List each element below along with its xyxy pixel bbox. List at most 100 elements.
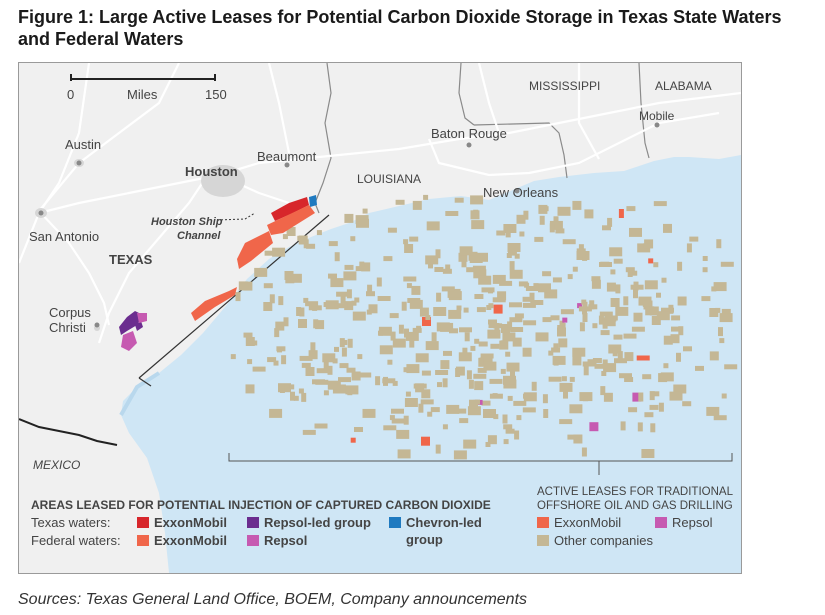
lease-block: [522, 347, 532, 357]
lease-block: [576, 248, 586, 258]
lease-block: [578, 244, 584, 250]
lease-block: [552, 355, 566, 365]
lease-block: [428, 263, 433, 269]
lease-block: [397, 449, 411, 459]
lease-block: [487, 435, 497, 445]
lease-block: [470, 195, 484, 205]
lease-block: [624, 377, 634, 382]
lease-block: [538, 204, 548, 214]
lease-block: [283, 317, 289, 327]
lease-block: [721, 393, 727, 399]
lease-block: [492, 297, 506, 303]
lease-block: [633, 281, 639, 291]
label-san-antonio: San Antonio: [29, 229, 99, 244]
lease-block: [644, 280, 658, 290]
lease-block: [252, 366, 266, 372]
lease-block: [473, 373, 487, 379]
lease-block: [443, 350, 452, 356]
lease-block: [338, 377, 351, 383]
lease-block: [243, 332, 253, 338]
lease-block: [440, 322, 454, 332]
lease-block: [562, 239, 576, 245]
lease-block: [539, 215, 545, 225]
lease-block: [296, 307, 302, 316]
lease-block: [644, 412, 654, 418]
ship-channel-leader: [216, 212, 256, 221]
lease-block: [488, 323, 498, 329]
lease-block: [610, 269, 616, 275]
lease-block: [445, 211, 459, 216]
lease-block: [561, 376, 567, 382]
lease-block: [560, 309, 574, 315]
federal-waters-boundary: [138, 214, 330, 379]
lease-block: [412, 327, 422, 333]
lease-block: [404, 398, 418, 407]
lease-block: [430, 407, 440, 413]
lease-block: [288, 273, 302, 283]
lease-block: [643, 243, 653, 249]
lease-block: [293, 395, 299, 401]
lease-block: [355, 266, 369, 272]
lease-block: [548, 376, 562, 382]
legend-tx-chevron-2: group: [406, 532, 443, 547]
label-mobile: Mobile: [639, 109, 675, 123]
lease-block: [375, 376, 381, 386]
legend-swatch-oil-exxon: [537, 517, 549, 528]
lease-block: [637, 422, 643, 432]
lease-block: [235, 292, 241, 302]
legend-swatch-fed-exxon: [137, 535, 149, 546]
lease-block: [507, 243, 521, 252]
lease-block: [466, 370, 472, 380]
lease-block: [591, 279, 601, 289]
lease-block: [569, 404, 583, 414]
legend-oil-heading-1: ACTIVE LEASES FOR TRADITIONAL: [537, 486, 734, 498]
la-ms-border: [473, 122, 568, 179]
scale-unit: Miles: [127, 87, 158, 102]
lease-block: [670, 334, 680, 344]
lease-block: [425, 341, 439, 351]
lease-block: [344, 301, 354, 311]
label-texas: TEXAS: [109, 252, 153, 267]
lease-block: [316, 230, 322, 236]
houston-urban-area: [201, 165, 245, 197]
lease-block: [378, 326, 392, 336]
lease-block: [351, 371, 361, 381]
lease-block: [613, 334, 623, 340]
lease-block: [303, 297, 309, 303]
lease-block: [562, 317, 568, 323]
lease-block: [522, 407, 536, 413]
lease-block: [302, 429, 316, 435]
lease-block: [624, 352, 634, 362]
lease-block: [627, 268, 633, 277]
lease-block: [535, 332, 549, 342]
sources-note: Sources: Texas General Land Office, BOEM…: [18, 591, 528, 608]
lease-block: [584, 209, 594, 219]
lease-block: [299, 307, 305, 317]
lease-block: [425, 315, 431, 320]
lease-block: [522, 302, 536, 308]
lease-block: [629, 227, 642, 237]
lease-block: [516, 415, 522, 421]
lease-block: [509, 317, 523, 323]
lease-block: [523, 320, 537, 326]
lease-block: [493, 414, 499, 420]
lease-block: [485, 442, 491, 447]
lease-block: [344, 264, 354, 270]
lease-block: [620, 421, 626, 431]
lease-block: [481, 400, 491, 406]
legend-tx-chevron-1: Chevron-led: [406, 515, 482, 530]
lease-block: [459, 327, 472, 333]
lease-block: [683, 346, 692, 352]
lease-block: [602, 359, 608, 365]
lease-block: [357, 354, 363, 360]
lease-block: [436, 292, 442, 302]
lease-block: [651, 316, 661, 325]
lease-block: [653, 262, 659, 268]
lease-block: [391, 418, 405, 424]
lease-block: [494, 323, 500, 332]
lease-block: [238, 281, 248, 291]
lease-block: [523, 393, 532, 399]
lease-block: [346, 289, 352, 299]
lease-block: [689, 236, 699, 242]
lease-block: [633, 289, 638, 299]
